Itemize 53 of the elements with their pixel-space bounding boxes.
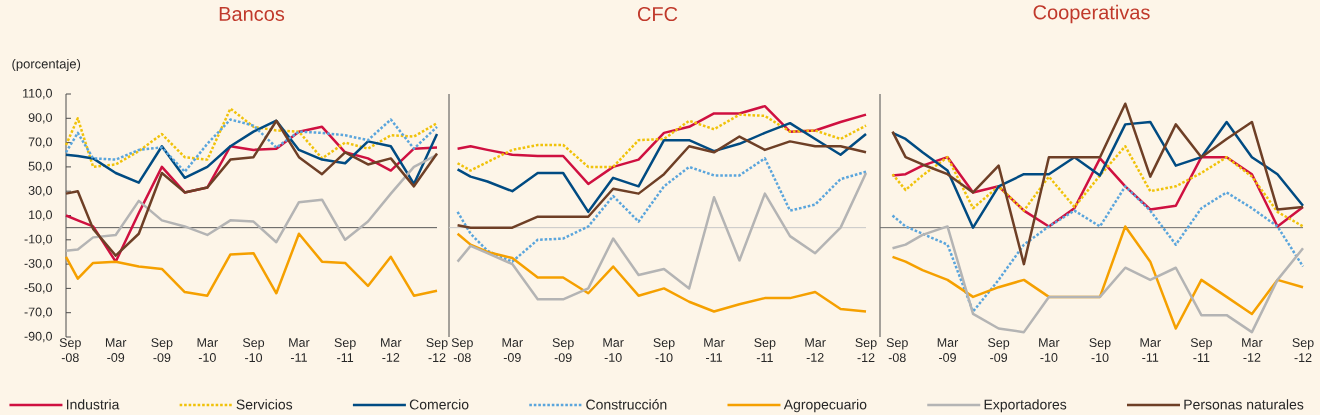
legend-label: Industria xyxy=(66,399,120,410)
x-tick-label: Mar -10 xyxy=(1039,338,1060,362)
legend-label: Exportadores xyxy=(984,399,1067,413)
y-axis-title: (porcentaje) xyxy=(12,58,81,72)
x-tick-label: Sep -10 xyxy=(242,338,265,363)
x-tick-label: Mar -12 xyxy=(381,338,402,362)
x-tick-label: Sep -10 xyxy=(653,338,675,363)
x-tick-label: Sep -09 xyxy=(988,338,1010,363)
legend-label: Agropecuario xyxy=(783,399,867,413)
x-tick-label: Mar -12 xyxy=(805,338,826,362)
chart-title: Bancos xyxy=(219,7,285,22)
x-tick-label: Sep -09 xyxy=(552,338,574,363)
y-tick-label: -30,0 xyxy=(24,258,52,270)
line-series xyxy=(64,118,439,174)
line-series xyxy=(64,232,439,297)
y-tick-label: 110,0 xyxy=(23,88,52,100)
x-tick-label: Mar -12 xyxy=(1242,338,1263,362)
x-tick-label: Mar -10 xyxy=(603,338,624,362)
line-series xyxy=(64,119,439,186)
x-tick-label: Sep -11 xyxy=(1190,338,1212,362)
y-tick-label: -70,0 xyxy=(24,307,52,318)
y-tick-label: 50,0 xyxy=(28,161,52,173)
x-tick-label: Sep -12 xyxy=(1292,338,1314,362)
y-tick-label: -90,0 xyxy=(24,331,52,343)
x-tick-label: Sep -08 xyxy=(59,338,81,363)
x-tick-label: Sep -10 xyxy=(1089,338,1111,363)
y-tick-label: 70,0 xyxy=(28,137,52,148)
y-tick-label: 10,0 xyxy=(29,210,52,221)
x-tick-label: Mar -09 xyxy=(937,338,959,362)
x-tick-label: Sep -08 xyxy=(886,338,908,363)
x-tick-label: Mar -10 xyxy=(197,338,218,362)
x-tick-label: Sep -11 xyxy=(754,338,776,362)
x-tick-label: Mar -11 xyxy=(704,338,725,362)
x-tick-label: Mar -09 xyxy=(105,338,127,362)
y-tick-label: -10,0 xyxy=(24,234,52,245)
y-tick-label: 90,0 xyxy=(28,113,52,124)
x-tick-label: Mar -11 xyxy=(289,338,310,362)
x-tick-label: Sep -11 xyxy=(334,338,356,362)
legend-label: Comercio xyxy=(409,399,469,410)
chart-title: CFC xyxy=(637,6,678,22)
y-tick-label: -50,0 xyxy=(24,283,52,294)
x-tick-label: Sep -09 xyxy=(151,338,173,363)
y-tick-label: 30,0 xyxy=(28,186,52,197)
x-tick-label: Sep -12 xyxy=(855,338,877,362)
x-tick-label: Mar -11 xyxy=(1140,338,1161,362)
legend-label: Personas naturales xyxy=(1184,399,1304,410)
x-tick-label: Sep -12 xyxy=(426,338,448,362)
x-tick-label: Mar -09 xyxy=(502,338,523,362)
chart-title: Cooperativas xyxy=(1033,4,1150,24)
legend-label: Servicios xyxy=(236,399,293,410)
x-tick-label: Sep -08 xyxy=(451,338,473,363)
line-series xyxy=(64,107,439,169)
legend-label: Construcción xyxy=(586,399,667,410)
